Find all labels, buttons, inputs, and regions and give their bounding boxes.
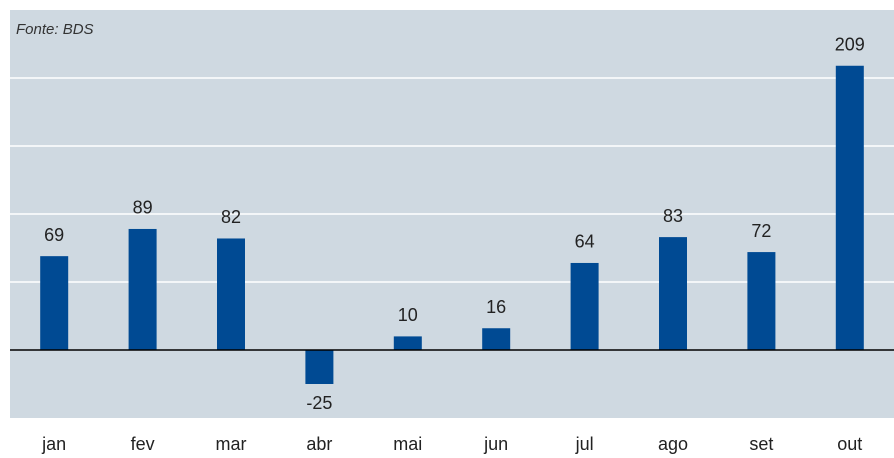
bar xyxy=(128,228,157,350)
value-label: -25 xyxy=(306,393,332,413)
value-label: 72 xyxy=(751,221,771,241)
bar xyxy=(570,262,599,350)
value-label: 64 xyxy=(575,232,595,252)
x-tick-label: out xyxy=(837,434,862,454)
bar xyxy=(393,336,422,350)
x-tick-label: mai xyxy=(393,434,422,454)
bar xyxy=(659,237,687,350)
x-tick-label: jun xyxy=(483,434,508,454)
bar xyxy=(305,350,334,384)
value-label: 69 xyxy=(44,225,64,245)
x-tick-label: ago xyxy=(658,434,688,454)
value-label: 89 xyxy=(133,198,153,218)
x-tick-label: jan xyxy=(41,434,66,454)
bar xyxy=(482,328,511,350)
x-tick-label: fev xyxy=(131,434,155,454)
bar xyxy=(835,65,864,350)
x-tick-label: mar xyxy=(216,434,247,454)
source-note: Fonte: BDS xyxy=(16,21,94,38)
x-tick-label: set xyxy=(749,434,773,454)
x-tick-label: abr xyxy=(306,434,332,454)
value-label: 10 xyxy=(398,305,418,325)
value-label: 16 xyxy=(486,297,506,317)
bar xyxy=(40,256,69,350)
value-label: 82 xyxy=(221,207,241,227)
value-label: 209 xyxy=(835,35,865,55)
value-label: 83 xyxy=(663,206,683,226)
bar xyxy=(747,252,776,350)
x-tick-label: jul xyxy=(575,434,594,454)
bar xyxy=(217,238,245,350)
